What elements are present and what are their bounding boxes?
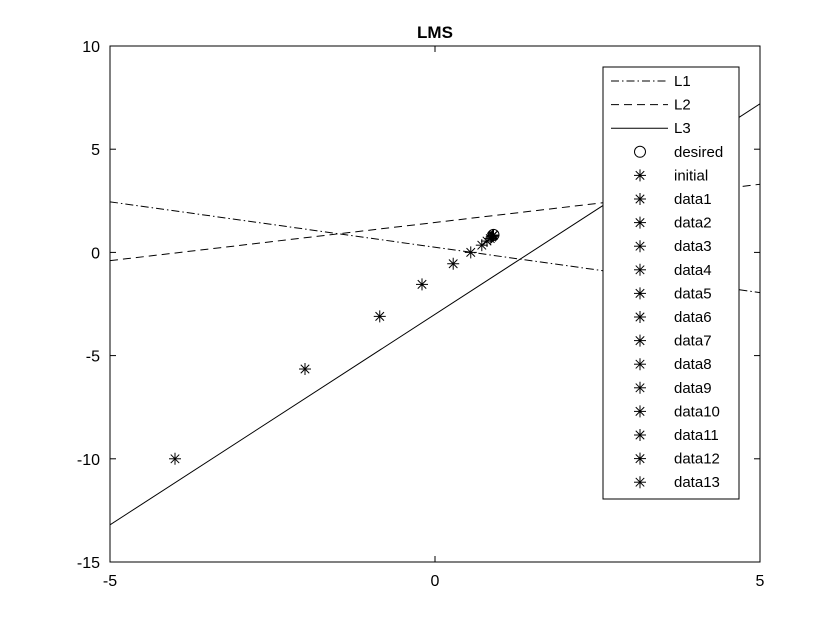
legend-label-data7: data7	[674, 333, 712, 350]
legend-swatch-data3	[634, 240, 646, 253]
marker-data2	[373, 310, 386, 323]
legend-swatch-data7	[634, 334, 646, 347]
chart-title: LMS	[417, 23, 453, 42]
legend-swatch-data1	[634, 193, 646, 205]
marker-data5	[464, 246, 477, 259]
tick-labels: -5 0 5 -15 -10 -5 0 5 10	[77, 39, 765, 590]
legend-label-data1: data1	[674, 191, 712, 208]
legend-label-initial: initial	[674, 167, 708, 184]
marker-data13	[487, 229, 500, 242]
legend-swatch-data12	[634, 452, 646, 465]
marker-data4	[447, 257, 460, 270]
x-tick-label: 5	[756, 573, 765, 590]
legend-label-data9: data9	[674, 380, 712, 397]
legend-label-data6: data6	[674, 309, 712, 326]
legend-swatch-data9	[634, 381, 646, 394]
legend-swatch-data4	[634, 263, 646, 276]
legend-swatch-initial	[634, 169, 646, 182]
y-tick-label: 5	[91, 142, 100, 159]
y-tick-label: -5	[86, 349, 100, 366]
legend-label-l3: L3	[674, 120, 691, 137]
series-line-l2	[110, 183, 760, 262]
legend-swatch-data5	[634, 287, 646, 300]
legend-swatch-desired	[634, 145, 646, 158]
x-tick-label: -5	[103, 573, 117, 590]
legend-label-desired: desired	[674, 144, 723, 161]
marker-initial	[169, 452, 181, 465]
legend-swatch-data6	[634, 311, 646, 323]
marker-data6	[475, 239, 488, 252]
x-tick-label: 0	[431, 573, 440, 590]
axes	[109, 45, 761, 563]
y-tick-label: -15	[77, 555, 100, 572]
y-tick-label: 10	[82, 39, 100, 56]
y-tick-label: -10	[77, 452, 100, 469]
legend-swatch-data8	[634, 358, 646, 371]
legend-box	[602, 66, 740, 500]
legend-label-data2: data2	[674, 215, 712, 232]
legend-label-data4: data4	[674, 262, 712, 279]
legend-swatch-data10	[634, 405, 646, 418]
marker-data1	[299, 363, 311, 376]
y-tick-label: 0	[91, 245, 100, 262]
legend-label-data5: data5	[674, 285, 712, 302]
legend-label-data13: data13	[674, 474, 720, 491]
legend-swatch-data13	[634, 476, 646, 489]
legend-swatch-data11	[634, 429, 646, 441]
legend-label-data8: data8	[674, 356, 712, 373]
legend-label-data11: data11	[674, 427, 719, 444]
legend-label-data3: data3	[674, 238, 712, 255]
legend-label-l2: L2	[674, 97, 691, 114]
legend: L1 L2 L3 desired initial data1 data2 data3 data4…	[602, 66, 740, 500]
legend-label-data10: data10	[674, 403, 720, 420]
legend-label-l1: L1	[674, 73, 691, 90]
legend-label-data12: data12	[674, 451, 720, 468]
marker-data3	[416, 278, 428, 291]
legend-swatch-data2	[634, 216, 646, 229]
